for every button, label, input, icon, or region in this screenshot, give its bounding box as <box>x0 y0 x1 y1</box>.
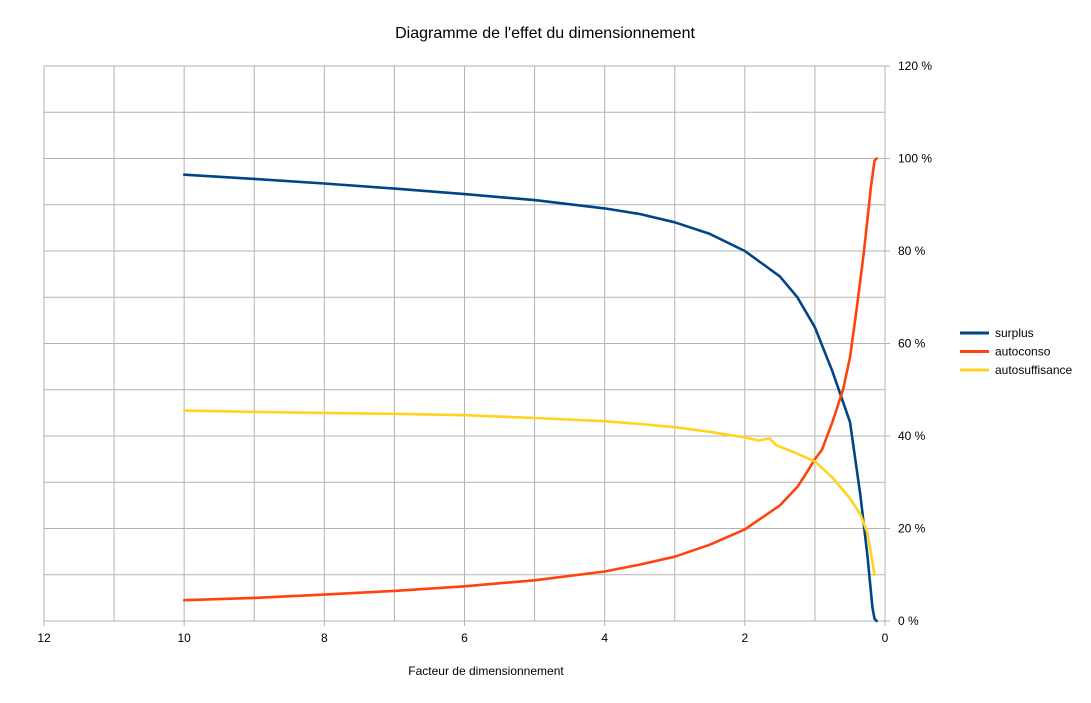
x-axis: 12 10 8 6 4 2 0 <box>37 621 889 645</box>
legend-label-surplus: surplus <box>995 326 1034 340</box>
y-tick-label: 100 % <box>898 152 932 166</box>
series-line-surplus <box>182 173 878 623</box>
y-tick-label: 20 % <box>898 522 926 536</box>
x-tick-label: 12 <box>37 631 51 645</box>
x-tick-label: 10 <box>177 631 191 645</box>
chart-title: Diagramme de l'effet du dimensionnement <box>395 25 695 42</box>
y-axis: 0 % 20 % 40 % 60 % 80 % 100 % 120 % <box>885 59 932 628</box>
grid <box>43 65 886 622</box>
x-axis-label: Facteur de dimensionnement <box>408 664 564 678</box>
series-line-autoconso <box>182 157 878 602</box>
legend: surplus autoconso autosuffisance <box>960 326 1072 377</box>
x-tick-label: 8 <box>321 631 328 645</box>
x-tick-label: 6 <box>461 631 468 645</box>
legend-label-autosuffisance: autosuffisance <box>995 363 1072 377</box>
legend-label-autoconso: autoconso <box>995 345 1051 359</box>
y-tick-label: 0 % <box>898 614 919 628</box>
series-lines <box>182 157 878 623</box>
series-line-autosuffisance <box>182 409 876 577</box>
x-tick-label: 0 <box>882 631 889 645</box>
y-tick-label: 40 % <box>898 429 926 443</box>
x-tick-label: 4 <box>601 631 608 645</box>
x-tick-label: 2 <box>741 631 748 645</box>
y-tick-label: 60 % <box>898 337 926 351</box>
y-tick-label: 120 % <box>898 59 932 73</box>
y-tick-label: 80 % <box>898 244 926 258</box>
